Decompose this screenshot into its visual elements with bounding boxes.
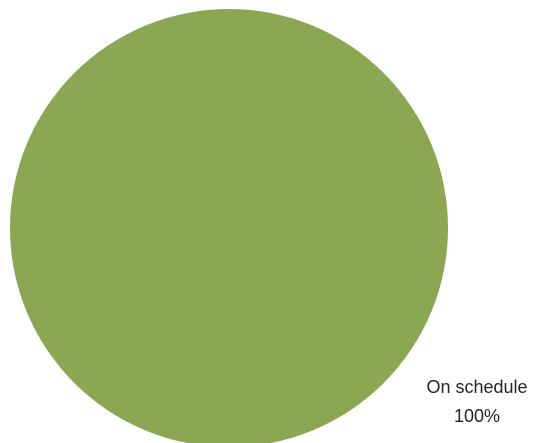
- data-label-percent: 100%: [454, 406, 500, 426]
- pie-slice-on-schedule: [10, 9, 448, 443]
- pie-slices: [10, 9, 448, 443]
- data-label-category: On schedule: [426, 377, 527, 397]
